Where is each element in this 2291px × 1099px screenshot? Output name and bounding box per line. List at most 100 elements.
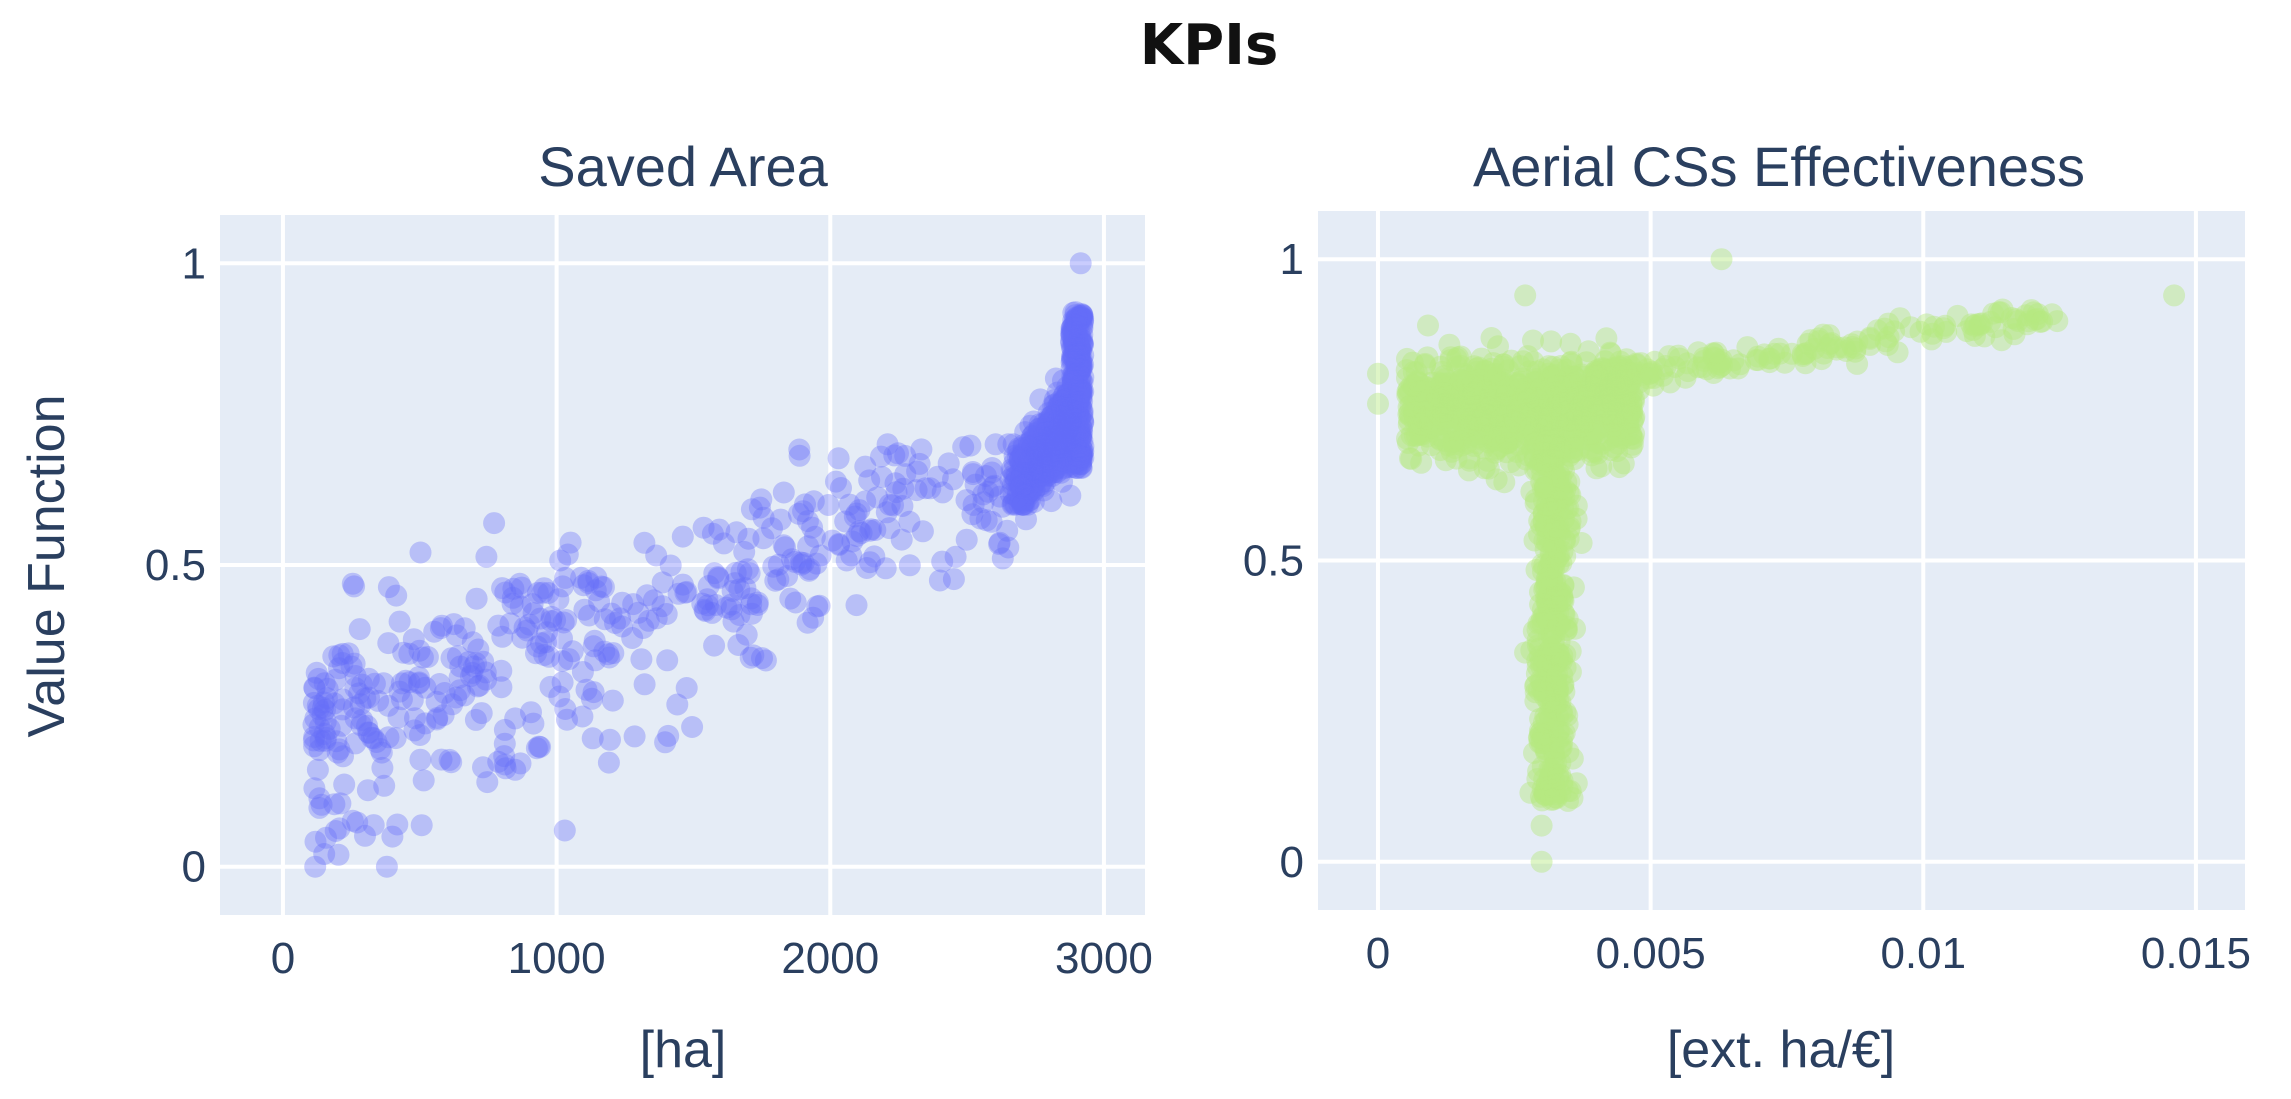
scatter-point: [1025, 446, 1048, 469]
scatter-point: [1036, 428, 1059, 451]
scatter-point: [1577, 408, 1600, 431]
scatter-point: [651, 595, 674, 618]
scatter-point: [1017, 443, 1040, 466]
scatter-point: [1596, 399, 1619, 422]
scatter-point: [1531, 679, 1554, 702]
scatter-point: [343, 575, 366, 598]
scatter-point: [1538, 506, 1561, 529]
scatter-point: [1050, 405, 1073, 428]
scatter-point: [1538, 390, 1561, 413]
scatter-point: [511, 626, 534, 649]
scatter-point: [1410, 406, 1433, 429]
scatter-point: [1038, 442, 1061, 465]
scatter-point: [1061, 387, 1084, 410]
scatter-point: [1056, 417, 1078, 440]
scatter-point: [1428, 396, 1451, 419]
scatter-point: [402, 628, 425, 651]
scatter-point: [1536, 641, 1559, 664]
scatter-point: [1064, 335, 1087, 358]
scatter-point: [1606, 373, 1629, 396]
scatter-point: [1047, 433, 1070, 456]
scatter-point: [1544, 778, 1567, 801]
scatter-point: [425, 690, 448, 713]
scatter-point: [1006, 446, 1029, 469]
scatter-point: [858, 469, 881, 492]
scatter-point: [1539, 432, 1562, 455]
scatter-point: [1055, 407, 1078, 429]
scatter-point: [371, 756, 394, 779]
scatter-point: [1428, 395, 1451, 418]
scatter-point: [1064, 415, 1087, 437]
scatter-point: [1048, 415, 1071, 438]
scatter-point: [1547, 720, 1570, 743]
scatter-point: [1016, 474, 1039, 497]
scatter-point: [1506, 372, 1529, 395]
scatter-point: [1587, 394, 1609, 417]
scatter-point: [969, 507, 992, 530]
scatter-point: [1457, 387, 1480, 409]
scatter-point: [1534, 780, 1556, 803]
scatter-point: [1484, 383, 1507, 405]
scatter-point: [1532, 401, 1555, 424]
scatter-point: [1622, 407, 1645, 430]
scatter-point: [926, 465, 949, 488]
scatter-point: [1426, 385, 1449, 408]
scatter-point: [1052, 430, 1075, 452]
scatter-point: [1543, 436, 1565, 459]
scatter-point: [1061, 401, 1084, 424]
scatter-point: [1558, 518, 1581, 541]
scatter-point: [1057, 429, 1080, 452]
scatter-point: [1009, 476, 1032, 499]
scatter-point: [1609, 359, 1632, 382]
scatter-point: [863, 545, 886, 568]
scatter-point: [1561, 415, 1584, 438]
scatter-point: [1402, 395, 1425, 418]
scatter-point: [1045, 433, 1068, 456]
scatter-point: [1062, 429, 1085, 452]
scatter-point: [1061, 395, 1084, 418]
scatter-point: [1020, 453, 1043, 476]
scatter-point: [1539, 582, 1561, 605]
scatter-point: [1062, 443, 1085, 465]
scatter-point: [1054, 407, 1077, 430]
scatter-point: [1535, 586, 1558, 609]
scatter-point: [1037, 442, 1060, 465]
scatter-point: [1072, 446, 1095, 469]
scatter-point: [1973, 325, 1996, 348]
scatter-point: [1567, 438, 1590, 461]
scatter-point: [1022, 467, 1045, 490]
scatter-point: [1060, 400, 1082, 422]
scatter-point: [1529, 785, 1552, 808]
scatter-point: [1409, 421, 1432, 444]
scatter-point: [461, 661, 484, 684]
scatter-point: [1037, 447, 1060, 470]
scatter-point: [1006, 486, 1029, 509]
scatter-point: [1550, 552, 1573, 574]
scatter-point: [1436, 397, 1459, 420]
scatter-point: [1614, 381, 1637, 404]
scatter-point: [848, 520, 871, 543]
scatter-point: [1484, 400, 1507, 423]
scatter-point: [1057, 382, 1080, 405]
scatter-point: [1538, 578, 1561, 601]
scatter-point: [1059, 456, 1082, 479]
scatter-point: [314, 729, 337, 752]
scatter-point: [1069, 358, 1092, 381]
scatter-point: [539, 675, 562, 698]
x-tick-label: 3000: [1055, 934, 1153, 983]
scatter-point: [577, 569, 600, 592]
scatter-point: [1566, 413, 1589, 436]
scatter-point: [311, 704, 334, 727]
scatter-point: [1622, 428, 1645, 450]
scatter-point: [1042, 442, 1065, 465]
scatter-point: [1056, 412, 1079, 435]
scatter-point: [590, 575, 613, 598]
scatter-point: [1484, 429, 1506, 452]
scatter-point: [707, 566, 730, 589]
scatter-point: [1070, 381, 1093, 404]
scatter-point: [1071, 316, 1093, 339]
scatter-point: [1524, 381, 1547, 404]
scatter-point: [1617, 418, 1640, 440]
scatter-point: [1418, 389, 1441, 411]
x-tick-label: 0.015: [2141, 929, 2251, 978]
